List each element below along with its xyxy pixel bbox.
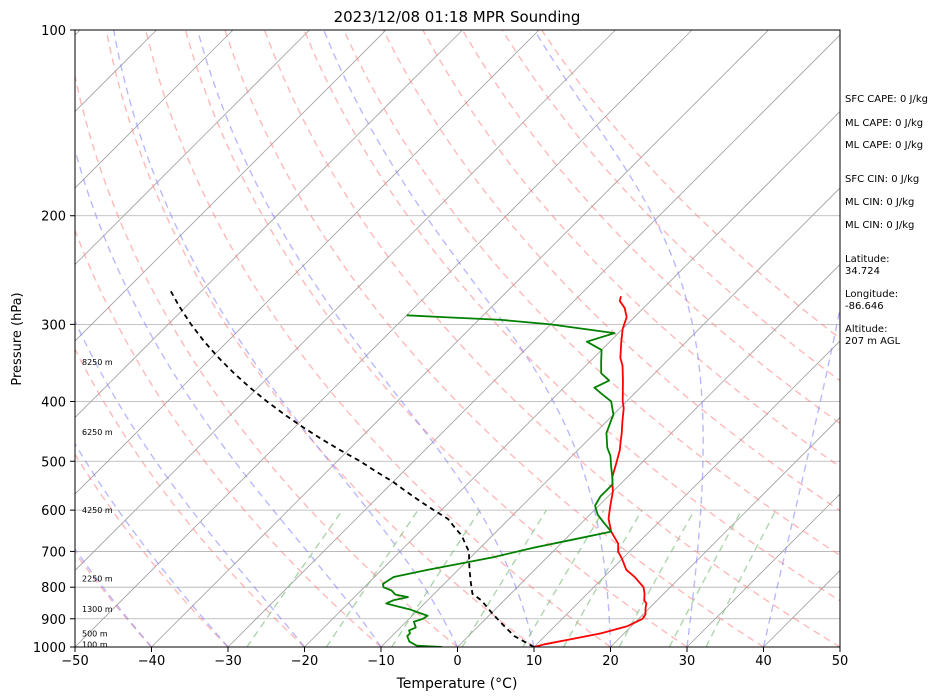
dry-adiabat-80 bbox=[382, 30, 840, 512]
isotherms bbox=[75, 30, 840, 647]
moist-adiabat-20 bbox=[323, 30, 612, 647]
mixing-ratio-16 bbox=[618, 509, 696, 647]
mixing-ratio-0.4 bbox=[246, 509, 344, 647]
isotherm--60 bbox=[75, 30, 616, 572]
height-label-1: 500 m bbox=[82, 629, 108, 638]
dry-adiabat-10 bbox=[105, 30, 535, 647]
isotherm-10 bbox=[533, 340, 840, 647]
isotherm--100 bbox=[75, 30, 310, 266]
altitude-label: Altitude: bbox=[845, 324, 887, 335]
height-label-3: 2250 m bbox=[82, 575, 113, 584]
isotherm-30 bbox=[686, 493, 840, 647]
y-tick-label-3: 700 bbox=[41, 545, 66, 560]
x-tick-label-4: −10 bbox=[367, 654, 394, 669]
isotherm--110 bbox=[75, 30, 234, 189]
isotherm--90 bbox=[75, 30, 387, 342]
sfc-cape-text: SFC CAPE: 0 J/kg bbox=[845, 94, 928, 105]
sfc-cin-text: SFC CIN: 0 J/kg bbox=[845, 174, 919, 185]
altitude-value: 207 m AGL bbox=[845, 336, 901, 347]
dry-adiabat-0 bbox=[75, 72, 458, 647]
height-labels: 100 m 500 m 1300 m 2250 m 4250 m 6250 m 8250 m bbox=[82, 358, 113, 649]
dry-adiabat--20 bbox=[75, 347, 305, 647]
dewpoint-profile bbox=[382, 314, 616, 647]
moist-adiabat-0 bbox=[112, 30, 459, 647]
height-label-4: 4250 m bbox=[82, 506, 113, 515]
mixing-ratio-24 bbox=[668, 509, 743, 647]
x-tick-label-0: −50 bbox=[61, 654, 88, 669]
height-label-6: 8250 m bbox=[82, 358, 113, 367]
ml-cape-text-2: ML CAPE: 0 J/kg bbox=[845, 140, 923, 151]
y-tick-label-6: 400 bbox=[41, 395, 66, 410]
isotherm--30 bbox=[227, 34, 840, 647]
isotherm--20 bbox=[304, 110, 840, 647]
ml-cin-text: ML CIN: 0 J/kg bbox=[845, 197, 914, 208]
y-axis-label: Pressure (hPa) bbox=[10, 292, 25, 385]
isotherm--80 bbox=[75, 30, 463, 419]
chart-title: 2023/12/08 01:18 MPR Sounding bbox=[334, 8, 581, 26]
y-tick-label-4: 600 bbox=[41, 504, 66, 519]
parcel-profile bbox=[169, 290, 535, 647]
mixing-ratio-32 bbox=[705, 509, 777, 647]
x-tick-label-9: 40 bbox=[755, 654, 772, 669]
dry-adiabat--10 bbox=[75, 228, 382, 647]
moist-adiabats bbox=[75, 30, 840, 647]
moist-adiabat--10 bbox=[75, 147, 382, 647]
mixing-ratio-lines bbox=[246, 509, 777, 647]
moist-adiabat--20 bbox=[75, 319, 306, 647]
y-tick-label-1: 900 bbox=[41, 613, 66, 628]
isotherm-0 bbox=[457, 263, 840, 647]
dry-adiabat-30 bbox=[184, 30, 688, 647]
y-tick-label-9: 100 bbox=[41, 24, 66, 39]
dry-adiabat-50 bbox=[263, 30, 840, 647]
x-tick-label-7: 20 bbox=[602, 654, 619, 669]
y-tick-label-5: 500 bbox=[41, 455, 66, 470]
isotherm-20 bbox=[610, 416, 840, 647]
mixing-ratio-10 bbox=[562, 509, 643, 647]
x-tick-label-10: 50 bbox=[832, 654, 849, 669]
height-label-2: 1300 m bbox=[82, 605, 113, 614]
isotherm--40 bbox=[151, 30, 769, 647]
x-tick-label-3: −20 bbox=[291, 654, 318, 669]
x-tick-label-2: −30 bbox=[214, 654, 241, 669]
y-tick-label-2: 800 bbox=[41, 581, 66, 596]
moist-adiabat-30 bbox=[533, 30, 704, 647]
isotherm--70 bbox=[75, 30, 540, 495]
dry-adiabat-100 bbox=[461, 30, 840, 425]
dry-adiabat-40 bbox=[224, 30, 764, 647]
y-tick-label-0: 1000 bbox=[33, 641, 66, 656]
sounding-profiles bbox=[169, 290, 648, 647]
latitude-value: 34.724 bbox=[845, 266, 880, 277]
x-tick-label-1: −40 bbox=[138, 654, 165, 669]
dry-adiabats bbox=[75, 30, 840, 647]
dry-adiabat-110 bbox=[501, 30, 840, 382]
x-axis-label: Temperature (°C) bbox=[396, 676, 518, 692]
ml-cape-text: ML CAPE: 0 J/kg bbox=[845, 118, 923, 129]
height-label-5: 6250 m bbox=[82, 428, 113, 437]
x-tick-label-6: 10 bbox=[526, 654, 543, 669]
dry-adiabat--30 bbox=[75, 453, 229, 647]
x-tick-label-8: 30 bbox=[679, 654, 696, 669]
isotherm--50 bbox=[75, 30, 693, 647]
y-tick-label-7: 300 bbox=[41, 318, 66, 333]
moist-adiabat-10 bbox=[196, 30, 535, 647]
stats-panel: SFC CAPE: 0 J/kg ML CAPE: 0 J/kg ML CAPE… bbox=[845, 94, 928, 347]
x-axis-ticks: −50 −40 −30 −20 −10 0 10 20 30 40 50 bbox=[61, 647, 848, 669]
dry-adiabat-60 bbox=[303, 30, 840, 602]
x-tick-label-5: 0 bbox=[453, 654, 461, 669]
longitude-label: Longitude: bbox=[845, 289, 898, 300]
ml-cin-text-2: ML CIN: 0 J/kg bbox=[845, 220, 914, 231]
plot-area bbox=[75, 30, 840, 647]
longitude-value: -86.646 bbox=[845, 301, 884, 312]
dry-adiabat-20 bbox=[145, 30, 611, 647]
latitude-label: Latitude: bbox=[845, 254, 890, 265]
y-axis-ticks: 1000 900 800 700 600 500 400 300 200 100 bbox=[33, 24, 75, 656]
y-tick-label-8: 200 bbox=[41, 210, 66, 225]
temperature-profile bbox=[533, 295, 648, 647]
mixing-ratio-7 bbox=[522, 509, 605, 647]
dry-adiabat-70 bbox=[343, 30, 840, 557]
height-label-0: 100 m bbox=[82, 640, 108, 649]
isotherm--10 bbox=[380, 187, 840, 647]
